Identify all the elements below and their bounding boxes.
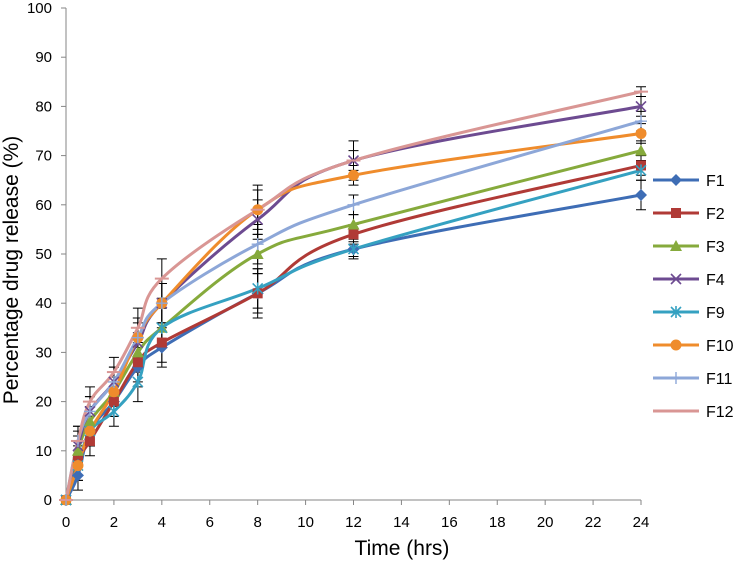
data-point bbox=[635, 144, 647, 156]
x-axis-ticks: 0 2 4 6 8 10 12 14 16 18 20 22 24 bbox=[62, 500, 650, 531]
y-tick-label: 30 bbox=[35, 344, 52, 361]
series-line-f12 bbox=[64, 90, 643, 502]
y-axis-ticks: 0 10 20 30 40 50 60 70 80 90 100 bbox=[27, 0, 66, 509]
x-tick-label: 8 bbox=[253, 514, 261, 531]
data-point bbox=[107, 375, 120, 388]
legend-label: F11 bbox=[706, 371, 732, 388]
data-point bbox=[71, 444, 84, 456]
legend-label: F9 bbox=[706, 305, 725, 322]
data-point bbox=[84, 425, 96, 437]
x-tick-label: 10 bbox=[297, 514, 314, 531]
data-point bbox=[671, 208, 681, 218]
legend-label: F3 bbox=[706, 239, 725, 256]
data-point bbox=[131, 331, 144, 344]
x-tick-label: 22 bbox=[585, 514, 602, 531]
data-point bbox=[71, 469, 84, 482]
x-tick-label: 12 bbox=[345, 514, 362, 531]
x-tick-label: 24 bbox=[633, 514, 650, 531]
data-point bbox=[72, 460, 84, 472]
data-point bbox=[252, 213, 264, 226]
data-point bbox=[155, 297, 168, 310]
data-point bbox=[131, 346, 144, 358]
y-tick-label: 40 bbox=[35, 295, 52, 312]
x-tick-label: 0 bbox=[62, 514, 70, 531]
data-point bbox=[670, 306, 682, 318]
legend-label: F1 bbox=[706, 173, 725, 190]
data-point bbox=[251, 248, 264, 259]
data-point bbox=[347, 243, 360, 256]
y-tick-label: 0 bbox=[44, 492, 52, 509]
data-point bbox=[83, 415, 96, 427]
data-point bbox=[635, 115, 647, 128]
series-line-f10 bbox=[64, 131, 643, 502]
x-tick-label: 18 bbox=[489, 514, 506, 531]
y-tick-label: 90 bbox=[35, 49, 52, 66]
data-point bbox=[132, 375, 144, 388]
x-tick-label: 16 bbox=[441, 514, 458, 531]
legend: F1 F2 F3 F4 F9 F10 F11 F12 bbox=[653, 173, 734, 421]
data-point bbox=[348, 229, 359, 240]
y-tick-label: 70 bbox=[35, 148, 52, 165]
y-tick-label: 100 bbox=[27, 0, 52, 17]
data-point bbox=[108, 396, 119, 407]
data-point bbox=[347, 198, 360, 211]
x-tick-label: 6 bbox=[206, 514, 214, 531]
data-point bbox=[348, 169, 359, 181]
data-point bbox=[156, 337, 167, 348]
data-point bbox=[251, 238, 264, 251]
y-axis-title: Percentage drug release (%) bbox=[0, 136, 23, 404]
data-point bbox=[108, 405, 120, 418]
data-point bbox=[670, 339, 682, 351]
legend-label: F12 bbox=[706, 404, 734, 421]
data-point bbox=[670, 240, 682, 251]
data-point bbox=[635, 188, 647, 201]
data-point bbox=[347, 218, 360, 230]
error-bars bbox=[72, 86, 646, 491]
series-line-f11 bbox=[64, 119, 643, 502]
series-markers bbox=[59, 90, 648, 506]
data-point bbox=[670, 273, 682, 285]
legend-label: F10 bbox=[706, 338, 734, 355]
x-tick-label: 2 bbox=[110, 514, 118, 531]
data-point bbox=[635, 164, 647, 177]
legend-label: F4 bbox=[706, 272, 725, 289]
data-point bbox=[635, 100, 647, 112]
legend-label: F2 bbox=[706, 206, 725, 223]
data-point bbox=[84, 435, 95, 446]
x-axis-title: Time (hrs) bbox=[355, 537, 450, 560]
x-tick-label: 14 bbox=[393, 514, 410, 531]
y-tick-label: 50 bbox=[35, 246, 52, 263]
y-tick-label: 20 bbox=[35, 394, 52, 411]
data-point bbox=[635, 127, 647, 139]
data-point bbox=[670, 372, 682, 384]
y-tick-label: 10 bbox=[35, 443, 52, 460]
data-point bbox=[156, 321, 168, 334]
y-tick-label: 60 bbox=[35, 197, 52, 214]
data-point bbox=[670, 174, 682, 186]
data-point bbox=[108, 386, 120, 398]
data-point bbox=[252, 282, 264, 295]
data-point bbox=[132, 357, 143, 368]
x-tick-label: 4 bbox=[158, 514, 166, 531]
y-tick-label: 80 bbox=[35, 98, 52, 115]
data-point bbox=[83, 405, 96, 418]
x-tick-label: 20 bbox=[537, 514, 554, 531]
